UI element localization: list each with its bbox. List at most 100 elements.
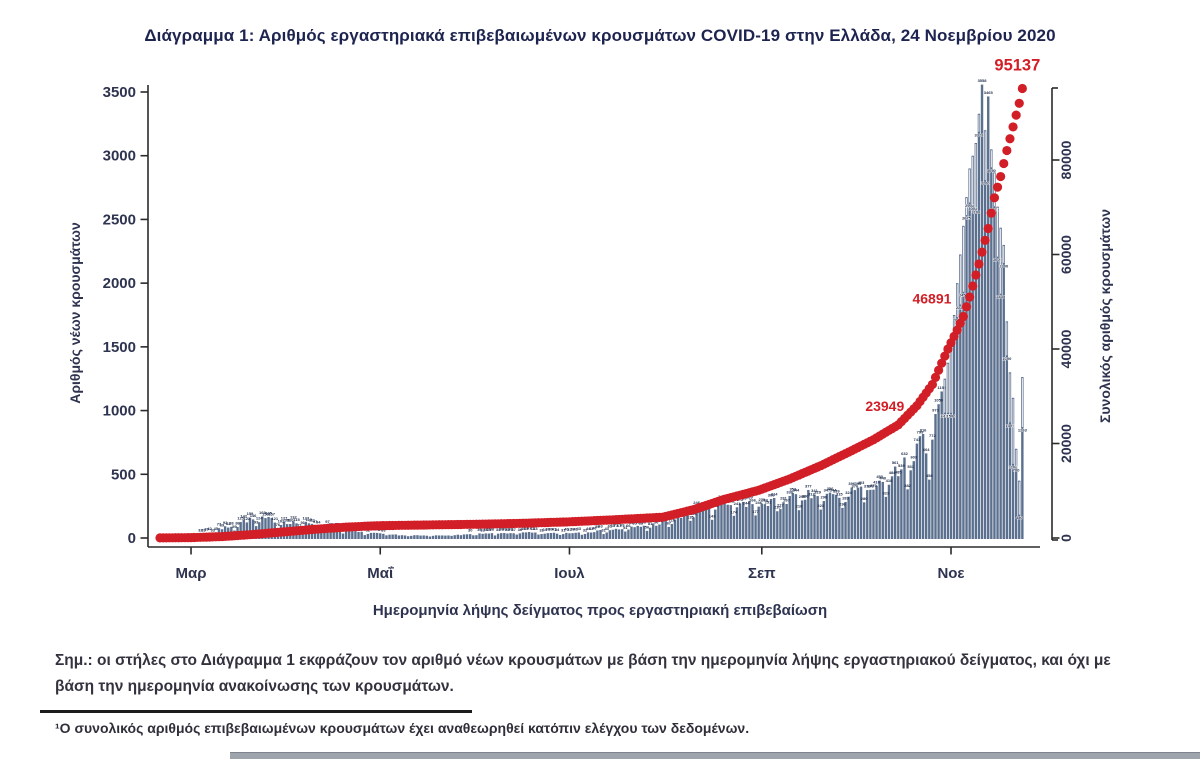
daily-cases-bar — [434, 535, 438, 539]
chart-text: 3000 — [103, 148, 136, 165]
daily-cases-bar — [267, 516, 270, 539]
cumulative-dot — [989, 193, 1000, 203]
daily-cases-bar — [481, 533, 484, 539]
chart-text: 67 — [617, 523, 622, 528]
daily-cases-bar — [329, 528, 332, 539]
daily-cases-bar — [422, 535, 425, 539]
chart-text: 700 — [1013, 467, 1020, 472]
chart-text: 246 — [755, 500, 762, 505]
daily-cases-bar — [819, 509, 822, 539]
chart-text: 125 — [237, 516, 244, 521]
daily-cases-bar — [776, 511, 779, 539]
daily-cases-bar — [366, 533, 370, 539]
chart-text: 32 — [583, 527, 588, 532]
chart-text: 300 — [802, 493, 809, 498]
daily-cases-bar — [890, 476, 894, 539]
daily-cases-bar — [375, 532, 379, 539]
chart-text: 32 — [198, 527, 203, 532]
daily-cases-bar — [379, 533, 382, 539]
chart-text: 1700 — [1002, 356, 1012, 361]
chart-text: Μαΐ — [367, 565, 394, 582]
daily-cases-bar — [1008, 372, 1012, 539]
chart-text: 356 — [827, 486, 834, 491]
daily-cases-bar — [673, 519, 677, 539]
daily-cases-bar — [459, 535, 463, 539]
daily-cases-bar — [574, 532, 577, 539]
chart-text: 127 — [281, 515, 288, 520]
chart-text: 47 — [527, 526, 532, 531]
chart-text: 169 — [259, 510, 266, 515]
chart-text: 77 — [217, 522, 222, 527]
daily-cases-bar — [348, 529, 351, 539]
daily-cases-bar — [558, 534, 562, 539]
cumulative-dot — [971, 270, 981, 280]
daily-cases-bar — [664, 520, 667, 539]
daily-cases-bar — [853, 490, 857, 539]
daily-cases-bar — [242, 519, 245, 539]
daily-cases-bar — [766, 506, 770, 539]
daily-cases-bar — [779, 509, 782, 539]
daily-cases-bar — [769, 499, 773, 539]
daily-cases-bar — [928, 479, 931, 539]
chart-text: 377 — [805, 483, 812, 488]
daily-cases-bar — [847, 496, 850, 539]
daily-cases-bar — [915, 443, 919, 539]
cumulative-dot — [930, 372, 941, 382]
daily-cases-bar — [338, 529, 342, 539]
chart-text: 36 — [483, 527, 488, 532]
daily-cases-bar — [937, 404, 940, 539]
chart-text: 121 — [271, 516, 278, 521]
chart-text: 36 — [518, 527, 523, 532]
daily-cases-bar — [800, 500, 804, 539]
chart-text: 396 — [848, 481, 855, 486]
chart-text: 1500 — [103, 339, 136, 356]
daily-cases-bar — [772, 497, 776, 539]
daily-cases-bar — [698, 509, 701, 539]
daily-cases-bar — [261, 516, 264, 539]
daily-cases-bar — [661, 521, 664, 539]
daily-cases-bar — [751, 504, 754, 539]
chart-text: 34 — [542, 527, 547, 532]
chart-text: 51 — [623, 525, 628, 530]
daily-cases-bar — [562, 534, 565, 539]
daily-cases-bar — [472, 535, 475, 539]
daily-cases-bar — [577, 532, 580, 539]
chart-text: 973 — [932, 408, 939, 413]
chart-text: 174 — [731, 509, 738, 514]
chart-text: 44 — [521, 526, 526, 531]
chart-text: 38 — [546, 527, 551, 532]
daily-cases-bar — [695, 506, 698, 539]
daily-cases-bar — [999, 227, 1002, 539]
daily-cases-bar — [996, 206, 999, 539]
chart-text: 42 — [207, 526, 212, 531]
daily-cases-bar — [959, 254, 962, 539]
daily-cases-bar — [757, 506, 760, 539]
cumulative-dot — [1017, 83, 1027, 94]
chart-text: 2500 — [103, 211, 136, 228]
chart-text: 143 — [709, 513, 716, 518]
cumulative-dot — [1008, 122, 1018, 132]
chart-text: Μαρ — [176, 565, 207, 582]
chart-text: 94 — [316, 520, 321, 525]
daily-cases-bar — [968, 168, 971, 539]
chart-text: 306 — [768, 493, 775, 498]
cumulative-dot — [1011, 110, 1021, 120]
daily-cases-bar — [655, 525, 658, 539]
chart-text: 1263 — [1018, 428, 1028, 433]
chart-text: 45 — [214, 526, 219, 531]
chart-text: 38 — [499, 527, 504, 532]
daily-cases-bar — [866, 490, 869, 539]
daily-cases-bar — [496, 533, 500, 539]
chart-text: 127 — [302, 515, 309, 520]
right-axis-title: Συνολικός αριθμός κρουσμάτων — [1097, 208, 1113, 424]
chart-text: 0 — [128, 530, 136, 547]
chart-text: 91 — [300, 520, 305, 525]
daily-cases-bar — [940, 391, 943, 539]
chart-text: 34 — [496, 527, 501, 532]
chart-text: 66 — [626, 523, 631, 528]
chart-text: 115 — [293, 517, 300, 522]
cumulative-dot — [974, 259, 984, 269]
daily-cases-bar — [760, 503, 763, 539]
daily-cases-bar — [689, 520, 692, 539]
note-text: Σημ.: οι στήλες στο Διάγραμμα 1 εκφράζου… — [55, 652, 1111, 695]
